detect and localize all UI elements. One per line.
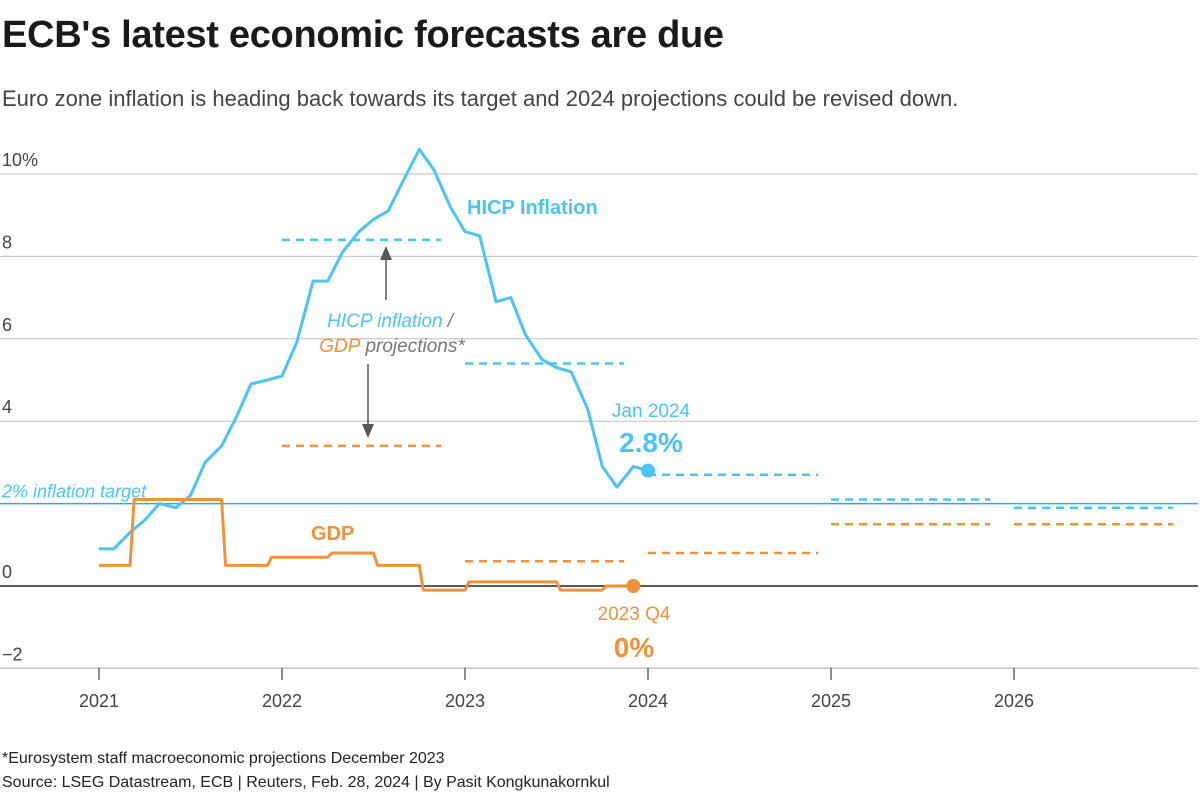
x-tick-label: 2026	[994, 691, 1034, 711]
target-label: 2% inflation target	[1, 482, 147, 502]
gdp-line	[99, 498, 634, 592]
gdp-series-label: GDP	[311, 523, 354, 545]
y-tick-label: 10%	[2, 150, 38, 170]
chart-subtitle: Euro zone inflation is heading back towa…	[2, 86, 959, 111]
projections-label-inflation: HICP inflation	[327, 311, 442, 332]
inflation-last-value: 2.8%	[619, 427, 683, 458]
gdp-last-period: 2023 Q4	[598, 604, 671, 625]
arrow-down-head	[362, 424, 374, 438]
projections-label-line2: GDP projections*	[319, 336, 465, 357]
y-tick-label: 0	[2, 562, 12, 582]
y-axis-labels: 10% 8 6 4 0 −2	[2, 150, 38, 664]
projections-label-slash: /	[446, 311, 455, 332]
chart-title: ECB's latest economic forecasts are due	[2, 14, 724, 56]
source-credit: Source: LSEG Datastream, ECB | Reuters, …	[2, 774, 610, 791]
x-tick-label: 2025	[811, 691, 851, 711]
y-tick-label: 6	[2, 315, 12, 335]
x-tick-label: 2021	[79, 691, 119, 711]
projection-lines	[282, 238, 1174, 563]
gdp-last-point	[626, 579, 641, 593]
inflation-line	[99, 147, 649, 551]
inflation-last-point	[641, 463, 655, 478]
gdp-last-value: 0%	[614, 632, 655, 663]
x-tick-label: 2022	[262, 691, 302, 711]
x-tick-label: 2023	[445, 691, 485, 711]
inflation-last-period: Jan 2024	[612, 401, 691, 422]
y-tick-label: 8	[2, 232, 12, 252]
projections-label-line1: HICP inflation /	[327, 311, 454, 332]
inflation-series-label: HICP Inflation	[467, 197, 598, 219]
grid-layer	[0, 173, 1198, 669]
y-tick-label: 4	[2, 397, 12, 417]
projections-label-gdp: GDP	[319, 336, 361, 357]
arrow-up-head	[380, 246, 392, 260]
series-lines	[99, 147, 649, 592]
x-axis: 2021 2022 2023 2024 2025 2026	[0, 667, 1198, 711]
x-tick-label: 2024	[628, 691, 668, 711]
y-tick-label: −2	[2, 644, 23, 664]
projections-label-rest: projections*	[364, 336, 465, 357]
annotations: 2% inflation target HICP Inflation GDP HICP…	[1, 197, 691, 663]
footnote: *Eurosystem staff macroeconomic projecti…	[2, 750, 445, 767]
